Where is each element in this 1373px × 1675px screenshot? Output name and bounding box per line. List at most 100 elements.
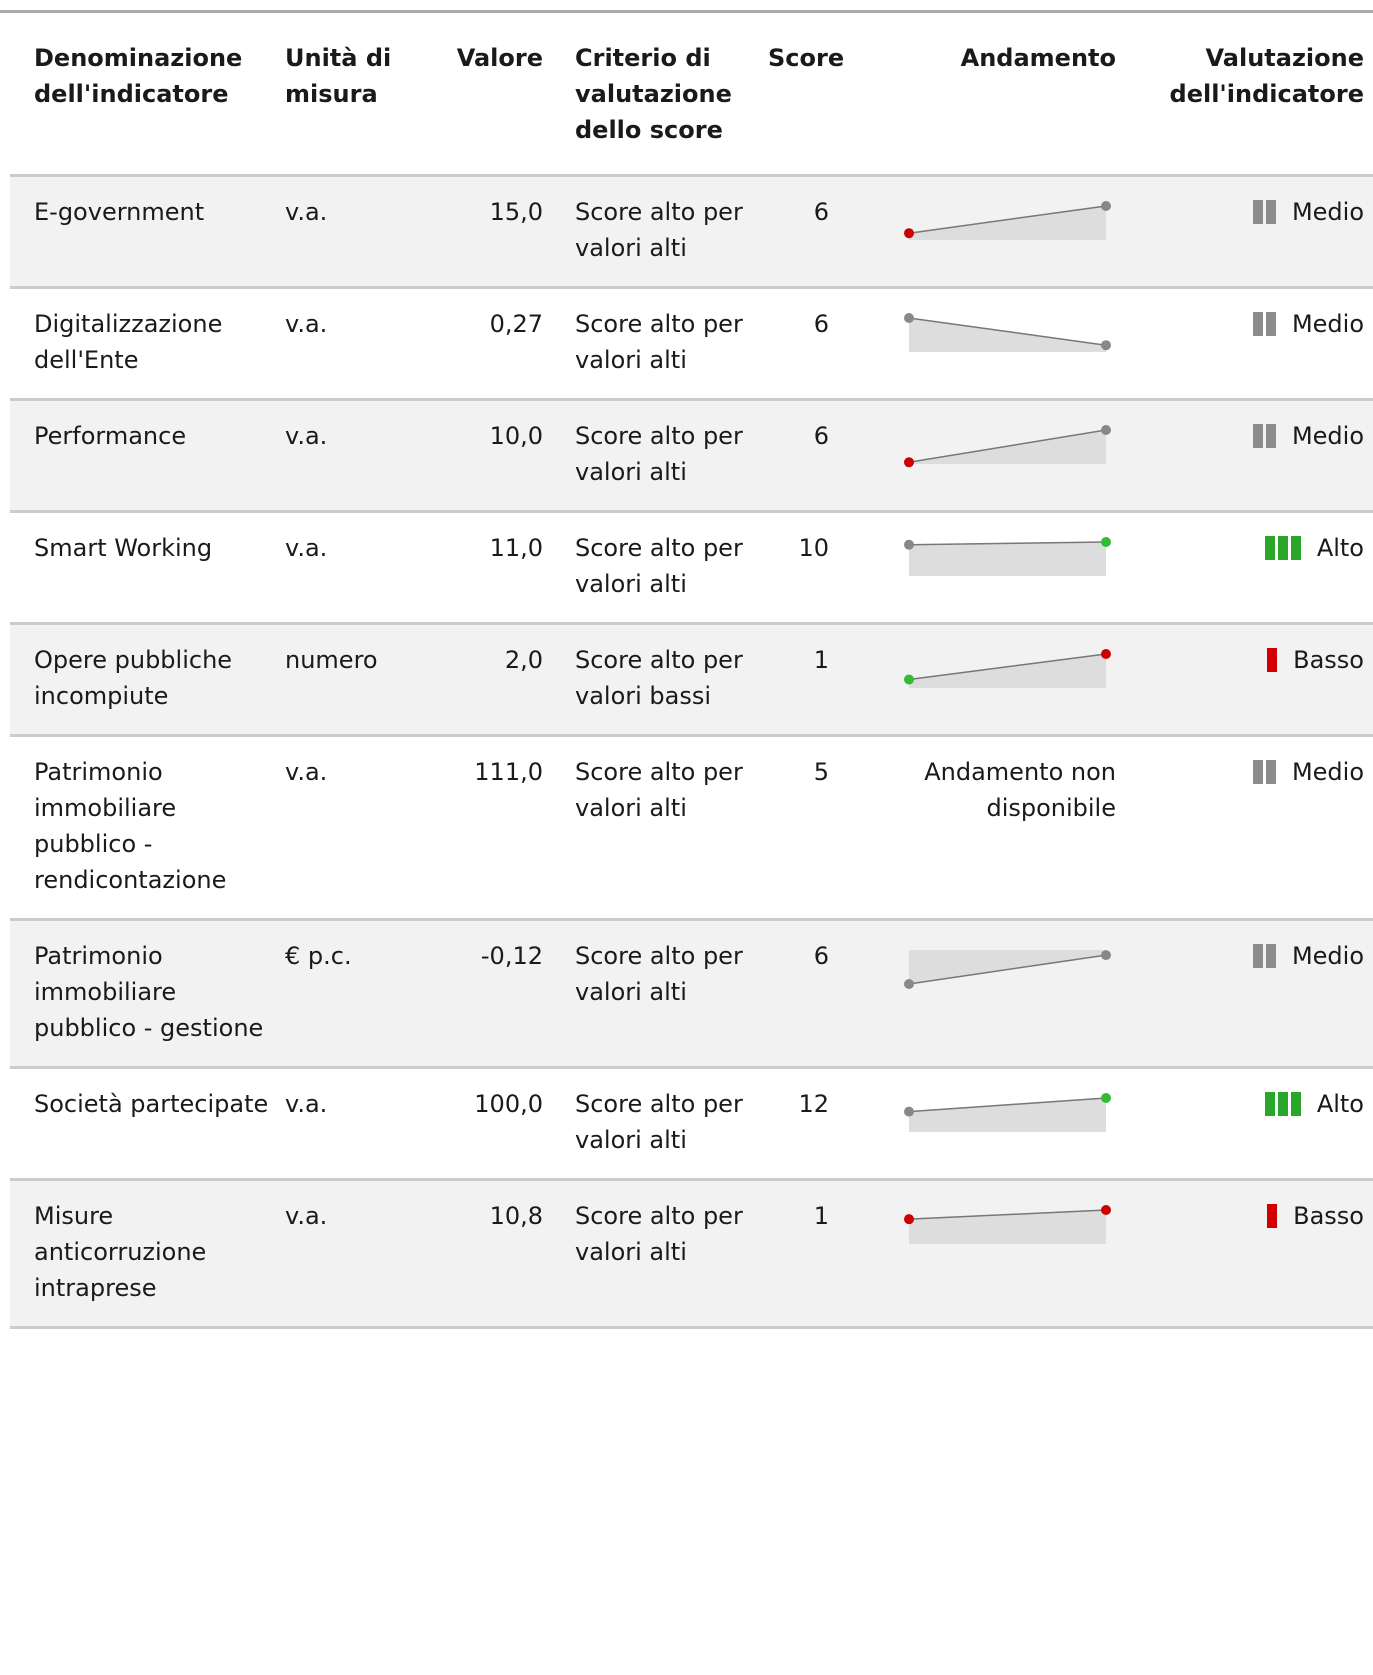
sparkline-line xyxy=(908,541,1107,546)
indicator-value: 111,0 xyxy=(430,735,575,921)
sparkline-end-point xyxy=(1101,340,1111,351)
trend-sparkline xyxy=(904,950,1111,989)
table-row: Società partecipate v.a. 100,0 Score alto p… xyxy=(10,1067,1373,1181)
level-bars-icon xyxy=(1252,944,1276,968)
header-name: Denominazione dell'indicatore xyxy=(10,40,285,177)
level-bar xyxy=(1265,944,1276,968)
trend-sparkline xyxy=(904,1093,1111,1132)
score-value: 12 xyxy=(768,1067,893,1181)
sparkline-end-point xyxy=(1101,537,1111,547)
level-bar xyxy=(1252,424,1263,448)
level-bar xyxy=(1290,1092,1301,1116)
trend-cell xyxy=(893,623,1116,737)
trend-cell xyxy=(893,919,1116,1069)
level-bar xyxy=(1277,536,1288,560)
score-value: 6 xyxy=(768,175,893,289)
evaluation-cell: Basso xyxy=(1116,1179,1373,1329)
sparkline-start-point xyxy=(904,674,914,685)
table-row: Opere pubbliche incompiute numero 2,0 Score… xyxy=(10,623,1373,737)
score-value: 6 xyxy=(768,919,893,1069)
level-bar xyxy=(1252,944,1263,968)
score-criterion: Score alto per valori alti xyxy=(575,287,768,401)
indicator-name: Patrimonio immobiliare pubblico - gestio… xyxy=(10,919,285,1069)
top-divider xyxy=(0,10,1373,13)
indicator-value: 0,27 xyxy=(430,287,575,401)
evaluation-badge: Medio xyxy=(1252,306,1364,342)
evaluation-label: Medio xyxy=(1291,310,1364,338)
sparkline-start-point xyxy=(904,1214,914,1225)
table-row: Patrimonio immobiliare pubblico - rendic… xyxy=(10,735,1373,921)
indicator-name: Società partecipate xyxy=(10,1067,285,1181)
table-row: Misure anticorruzione intraprese v.a. 10,8… xyxy=(10,1179,1373,1329)
score-value: 5 xyxy=(768,735,893,921)
table-row: E-government v.a. 15,0 Score alto per valor… xyxy=(10,175,1373,289)
trend-sparkline xyxy=(904,313,1111,352)
sparkline-line xyxy=(908,429,1107,464)
header-trend: Andamento xyxy=(893,40,1116,177)
unit-of-measure: v.a. xyxy=(285,175,430,289)
indicators-table: Denominazione dell'indicatore Unità di m… xyxy=(10,40,1373,1329)
level-bar xyxy=(1265,312,1276,336)
sparkline-area xyxy=(909,654,1106,688)
score-criterion: Score alto per valori alti xyxy=(575,399,768,513)
score-value: 6 xyxy=(768,399,893,513)
indicator-value: 10,8 xyxy=(430,1179,575,1329)
trend-cell xyxy=(893,511,1116,625)
sparkline-line xyxy=(908,317,1107,346)
score-value: 1 xyxy=(768,623,893,737)
evaluation-badge: Alto xyxy=(1264,1086,1364,1122)
score-criterion: Score alto per valori alti xyxy=(575,735,768,921)
evaluation-label: Alto xyxy=(1316,1090,1364,1118)
score-criterion: Score alto per valori bassi xyxy=(575,623,768,737)
indicator-name: Digitalizzazione dell'Ente xyxy=(10,287,285,401)
evaluation-label: Medio xyxy=(1291,758,1364,786)
evaluation-badge: Medio xyxy=(1252,194,1364,230)
level-bar xyxy=(1264,536,1275,560)
evaluation-cell: Medio xyxy=(1116,399,1373,513)
sparkline-area xyxy=(909,950,1106,984)
level-bar xyxy=(1252,312,1263,336)
evaluation-label: Basso xyxy=(1293,1202,1364,1230)
table-header-row: Denominazione dell'indicatore Unità di m… xyxy=(10,40,1373,177)
sparkline-line xyxy=(908,1097,1107,1113)
indicator-name: Performance xyxy=(10,399,285,513)
score-criterion: Score alto per valori alti xyxy=(575,511,768,625)
indicator-name: Misure anticorruzione intraprese xyxy=(10,1179,285,1329)
sparkline-end-point xyxy=(1101,649,1111,659)
score-criterion: Score alto per valori alti xyxy=(575,919,768,1069)
unit-of-measure: v.a. xyxy=(285,1067,430,1181)
sparkline-area xyxy=(909,1098,1106,1132)
level-bars-icon xyxy=(1252,312,1276,336)
indicator-value: 10,0 xyxy=(430,399,575,513)
evaluation-cell: Medio xyxy=(1116,735,1373,921)
score-value: 1 xyxy=(768,1179,893,1329)
evaluation-badge: Medio xyxy=(1252,418,1364,454)
evaluation-cell: Medio xyxy=(1116,919,1373,1069)
trend-sparkline xyxy=(904,425,1111,468)
level-bars-icon xyxy=(1252,200,1276,224)
indicator-name: E-government xyxy=(10,175,285,289)
evaluation-cell: Alto xyxy=(1116,511,1373,625)
trend-cell xyxy=(893,1179,1116,1329)
sparkline-start-point xyxy=(904,313,914,323)
table-row: Smart Working v.a. 11,0 Score alto per valo… xyxy=(10,511,1373,625)
level-bars-icon xyxy=(1264,1092,1301,1116)
indicator-value: 11,0 xyxy=(430,511,575,625)
indicator-value: 100,0 xyxy=(430,1067,575,1181)
trend-cell xyxy=(893,287,1116,401)
level-bars-icon xyxy=(1267,1204,1278,1228)
evaluation-badge: Medio xyxy=(1252,754,1364,790)
trend-cell xyxy=(893,175,1116,289)
header-value: Valore xyxy=(430,40,575,177)
unit-of-measure: v.a. xyxy=(285,287,430,401)
evaluation-badge: Alto xyxy=(1264,530,1364,566)
score-value: 10 xyxy=(768,511,893,625)
level-bar xyxy=(1267,1204,1278,1228)
trend-sparkline xyxy=(904,537,1111,576)
sparkline-line xyxy=(908,653,1107,681)
indicator-value: 15,0 xyxy=(430,175,575,289)
score-criterion: Score alto per valori alti xyxy=(575,1067,768,1181)
unit-of-measure: numero xyxy=(285,623,430,737)
table-row: Patrimonio immobiliare pubblico - gestio… xyxy=(10,919,1373,1069)
